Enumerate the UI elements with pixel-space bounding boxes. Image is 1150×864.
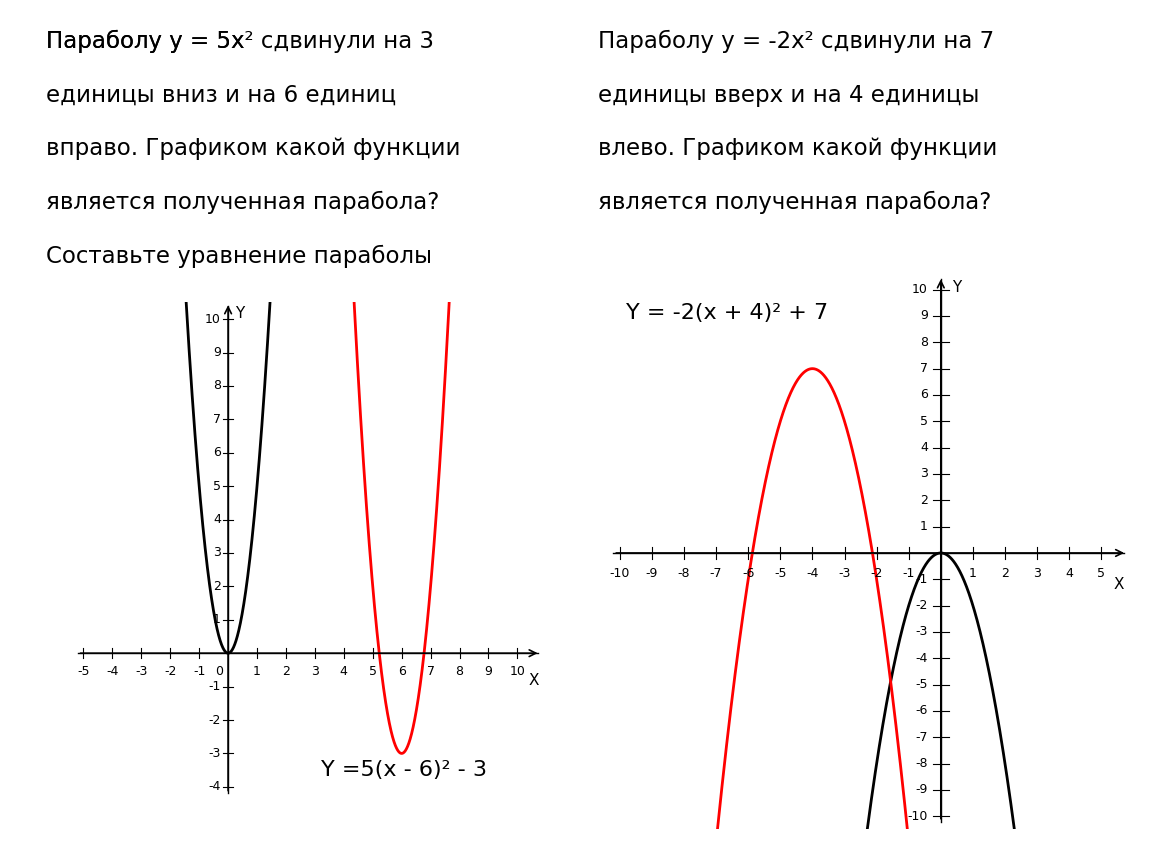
Text: X: X (1113, 576, 1124, 592)
Text: является полученная парабола?: является полученная парабола? (46, 191, 439, 214)
Text: -1: -1 (915, 573, 928, 586)
Text: 9: 9 (213, 346, 221, 359)
Text: Составьте уравнение параболы: Составьте уравнение параболы (46, 245, 432, 268)
Text: 5: 5 (920, 415, 928, 428)
Text: 6: 6 (398, 665, 406, 678)
Text: 8: 8 (213, 379, 221, 392)
Text: -3: -3 (136, 665, 147, 678)
Text: 5: 5 (1097, 568, 1105, 581)
Text: 6: 6 (213, 446, 221, 460)
Text: -1: -1 (208, 680, 221, 693)
Text: 4: 4 (1065, 568, 1073, 581)
Text: -2: -2 (208, 714, 221, 727)
Text: -4: -4 (915, 651, 928, 664)
Text: -8: -8 (915, 757, 928, 770)
Text: 2: 2 (920, 494, 928, 507)
Text: -8: -8 (677, 568, 690, 581)
Text: 4: 4 (213, 513, 221, 526)
Text: 2: 2 (282, 665, 290, 678)
Text: 7: 7 (920, 362, 928, 375)
Text: -5: -5 (774, 568, 787, 581)
Text: -2: -2 (915, 599, 928, 612)
Text: -2: -2 (871, 568, 883, 581)
Text: 8: 8 (455, 665, 463, 678)
Text: -3: -3 (208, 746, 221, 760)
Text: -7: -7 (710, 568, 722, 581)
Text: единицы вверх и на 4 единицы: единицы вверх и на 4 единицы (598, 84, 980, 107)
Text: 2: 2 (213, 580, 221, 593)
Text: Y =5(x - 6)² - 3: Y =5(x - 6)² - 3 (321, 760, 486, 780)
Text: 2: 2 (1002, 568, 1009, 581)
Text: 5: 5 (369, 665, 377, 678)
Text: -4: -4 (208, 780, 221, 793)
Text: 1: 1 (920, 520, 928, 533)
Text: 6: 6 (920, 389, 928, 402)
Text: -9: -9 (645, 568, 658, 581)
Text: 3: 3 (310, 665, 319, 678)
Text: Y: Y (236, 306, 245, 321)
Text: Y = -2(x + 4)² + 7: Y = -2(x + 4)² + 7 (627, 302, 828, 323)
Text: 1: 1 (969, 568, 976, 581)
Text: 8: 8 (920, 336, 928, 349)
Text: 3: 3 (1033, 568, 1041, 581)
Text: 10: 10 (205, 313, 221, 326)
Text: X: X (529, 673, 539, 689)
Text: 1: 1 (253, 665, 261, 678)
Text: Параболу y = -2x² сдвинули на 7: Параболу y = -2x² сдвинули на 7 (598, 30, 995, 54)
Text: 4: 4 (920, 442, 928, 454)
Text: 3: 3 (920, 467, 928, 480)
Text: Параболу y = 5x: Параболу y = 5x (46, 30, 245, 54)
Text: -3: -3 (838, 568, 851, 581)
Text: 7: 7 (427, 665, 435, 678)
Text: -4: -4 (106, 665, 118, 678)
Text: 0: 0 (215, 665, 223, 678)
Text: -10: -10 (907, 810, 928, 823)
Text: -3: -3 (915, 626, 928, 638)
Text: Y: Y (952, 281, 961, 295)
Text: 3: 3 (213, 546, 221, 560)
Text: -7: -7 (915, 731, 928, 744)
Text: 10: 10 (509, 665, 526, 678)
Text: единицы вниз и на 6 единиц: единицы вниз и на 6 единиц (46, 84, 396, 107)
Text: 7: 7 (213, 413, 221, 426)
Text: является полученная парабола?: является полученная парабола? (598, 191, 991, 214)
Text: 5: 5 (213, 480, 221, 492)
Text: 10: 10 (912, 283, 928, 296)
Text: -6: -6 (915, 704, 928, 717)
Text: -9: -9 (915, 784, 928, 797)
Text: влево. Графиком какой функции: влево. Графиком какой функции (598, 137, 997, 161)
Text: Параболу y = 5x² сдвинули на 3: Параболу y = 5x² сдвинули на 3 (46, 30, 434, 54)
Text: 9: 9 (920, 309, 928, 322)
Text: -10: -10 (610, 568, 630, 581)
Text: -1: -1 (193, 665, 206, 678)
Text: 1: 1 (213, 613, 221, 626)
Text: -4: -4 (806, 568, 819, 581)
Text: -1: -1 (903, 568, 915, 581)
Text: вправо. Графиком какой функции: вправо. Графиком какой функции (46, 137, 460, 161)
Text: -6: -6 (742, 568, 754, 581)
Text: -5: -5 (77, 665, 90, 678)
Text: -2: -2 (164, 665, 176, 678)
Text: 9: 9 (484, 665, 492, 678)
Text: 4: 4 (340, 665, 347, 678)
Text: -5: -5 (915, 678, 928, 691)
